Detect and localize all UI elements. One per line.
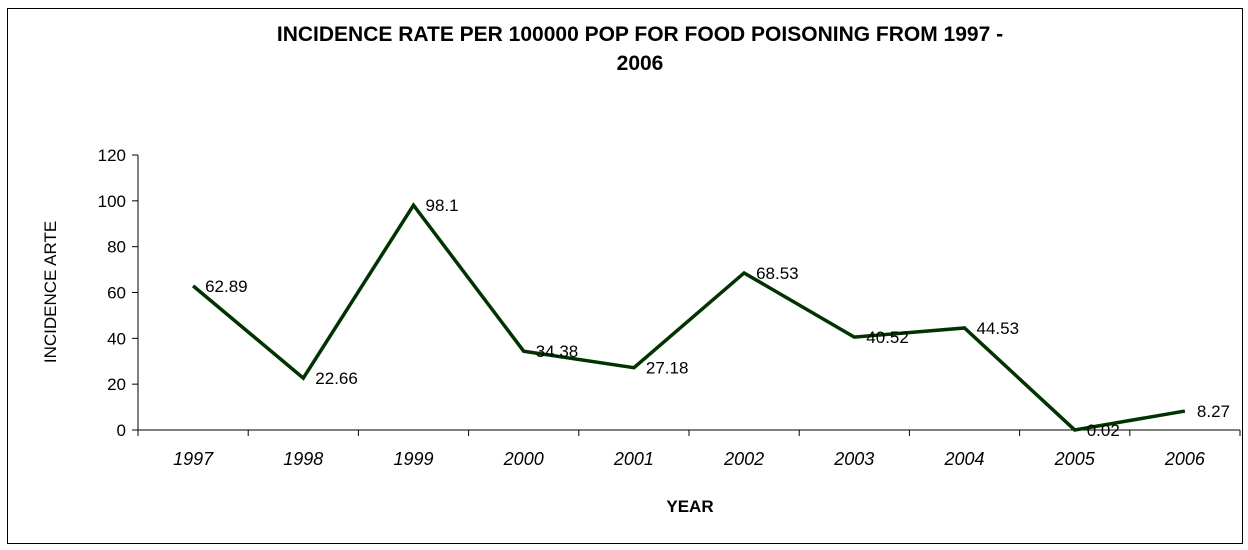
data-label: 98.1 [426, 196, 459, 215]
series-incidence-rate [191, 202, 1186, 432]
y-axis: 0 20 40 60 80 100 120 [98, 146, 139, 440]
series-line [191, 202, 1186, 432]
y-tick-label: 80 [107, 238, 126, 257]
data-label: 22.66 [315, 369, 358, 388]
data-label: 40.52 [866, 328, 909, 347]
chart-title-line-1: INCIDENCE RATE PER 100000 POP FOR FOOD P… [276, 23, 1004, 46]
x-tick-label: 1998 [283, 449, 323, 469]
data-label: 34.38 [536, 342, 579, 361]
x-tick-label: 2002 [723, 449, 764, 469]
chart-area [7, 8, 1243, 544]
y-axis-title: INCIDENCE ARTE [41, 221, 60, 363]
data-label: 8.27 [1197, 402, 1230, 421]
data-label: 0.02 [1087, 421, 1120, 440]
y-tick-label: 60 [107, 284, 126, 303]
y-tick-label: 0 [117, 421, 126, 440]
x-axis-title: YEAR [666, 497, 713, 516]
x-tick-label: 1997 [173, 449, 214, 469]
chart-title: INCIDENCE RATE PER 100000 POP FOR FOOD P… [90, 20, 1190, 78]
data-label: 27.18 [646, 359, 689, 378]
x-tick-label: 2000 [503, 449, 544, 469]
x-tick-label: 2005 [1054, 449, 1096, 469]
x-tick-label: 2003 [833, 449, 874, 469]
y-tick-label: 40 [107, 329, 126, 348]
y-tick-label: 120 [98, 146, 126, 165]
data-label: 68.53 [756, 264, 799, 283]
x-axis: 1997 1998 1999 2000 2001 2002 2003 2004 2005 2006 [137, 429, 1241, 469]
x-tick-label: 2001 [613, 449, 654, 469]
x-tick-label: 1999 [393, 449, 433, 469]
data-label: 44.53 [977, 319, 1020, 338]
y-tick-label: 100 [98, 192, 126, 211]
y-tick-label: 20 [107, 375, 126, 394]
x-tick-label: 2004 [943, 449, 984, 469]
x-tick-label: 2006 [1164, 449, 1206, 469]
data-label: 62.89 [205, 277, 248, 296]
data-labels: 62.89 22.66 98.1 34.38 27.18 68.53 40.52 44.53 0… [205, 196, 1230, 440]
chart-title-line-2: 2006 [616, 52, 664, 75]
